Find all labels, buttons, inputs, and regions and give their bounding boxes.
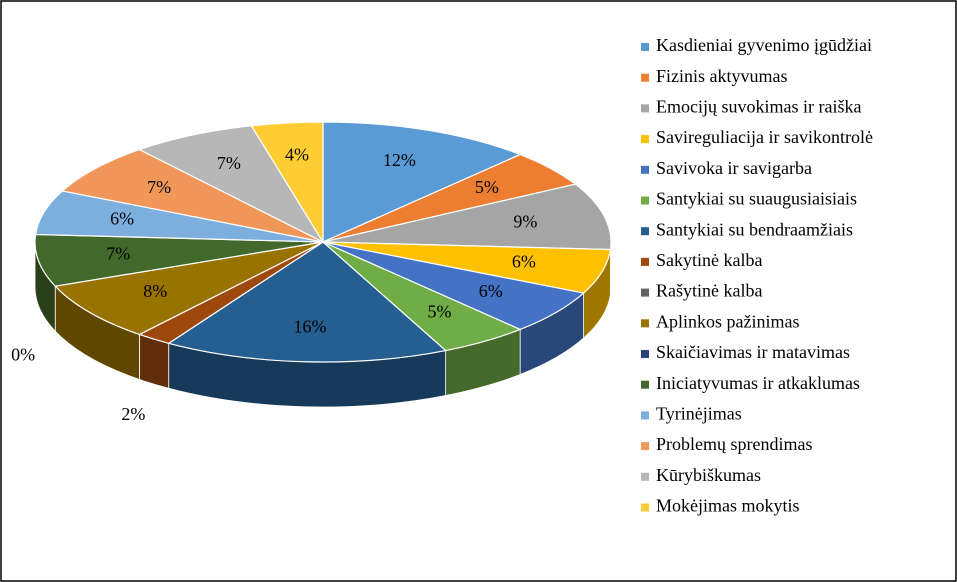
data-label: 6%: [512, 252, 536, 272]
legend-label: Savireguliacija ir savikontrolė: [656, 127, 873, 147]
pie-slice: [322, 183, 612, 251]
legend-label: Sakytinė kalba: [656, 250, 762, 270]
pie-slice: [250, 121, 324, 245]
legend-swatch: [641, 165, 649, 174]
legend-swatch: [641, 503, 649, 512]
pie-slice: [54, 241, 324, 336]
legend-swatch: [641, 411, 649, 420]
data-label: 5%: [428, 302, 452, 322]
legend-swatch: [641, 196, 649, 205]
legend-label: Iniciatyvumas ir atkaklumas: [656, 373, 860, 393]
legend-label: Fizinis aktyvumas: [656, 66, 788, 86]
pie-slice: [167, 241, 447, 363]
legend-label: Rašytinė kalba: [656, 281, 762, 301]
data-label: 8%: [143, 281, 167, 301]
data-label: 7%: [217, 153, 241, 173]
data-label: 2%: [121, 404, 145, 424]
pie-slice: [34, 233, 324, 287]
data-label: 4%: [285, 144, 309, 164]
legend-label: Kasdieniai gyvenimo įgūdžiai: [656, 35, 872, 55]
legend-swatch: [641, 442, 649, 451]
legend-swatch: [641, 319, 649, 328]
legend-swatch: [641, 380, 649, 389]
data-label: 7%: [147, 177, 171, 197]
pie-slice: [322, 121, 522, 243]
legend-label: Aplinkos pažinimas: [656, 311, 799, 331]
legend-label: Problemų sprendimas: [656, 434, 812, 454]
pie-slice: [137, 125, 325, 244]
legend-label: Tyrinėjimas: [656, 404, 742, 424]
data-label: 5%: [475, 177, 499, 197]
legend-swatch: [641, 227, 649, 236]
data-label: 9%: [513, 211, 537, 231]
legend-swatch: [641, 43, 649, 51]
legend-label: Savivoka ir savigarba: [656, 158, 812, 178]
legend-label: Mokėjimas mokytis: [656, 496, 800, 516]
legend-swatch: [641, 73, 649, 82]
data-label: 6%: [479, 281, 503, 301]
legend-label: Emocijų suvokimas ir raiška: [656, 97, 861, 117]
legend-swatch: [641, 350, 649, 358]
legend-swatch: [641, 257, 649, 266]
legend-label: Skaičiavimas ir matavimas: [656, 342, 850, 362]
pie-slice: [61, 148, 324, 243]
legend-swatch: [641, 472, 649, 481]
data-label: 0%: [11, 345, 35, 365]
data-label: 16%: [293, 316, 326, 336]
data-label: 7%: [106, 244, 130, 264]
legend-swatch: [641, 135, 649, 144]
legend-label: Santykiai su bendraamžiais: [656, 219, 853, 239]
legend-label: Kūrybiškumas: [656, 465, 761, 485]
data-label: 12%: [383, 150, 416, 170]
legend-label: Santykiai su suaugusiaisiais: [656, 189, 857, 209]
legend-swatch: [641, 104, 649, 113]
legend-swatch: [641, 288, 649, 297]
data-label: 6%: [110, 209, 134, 229]
